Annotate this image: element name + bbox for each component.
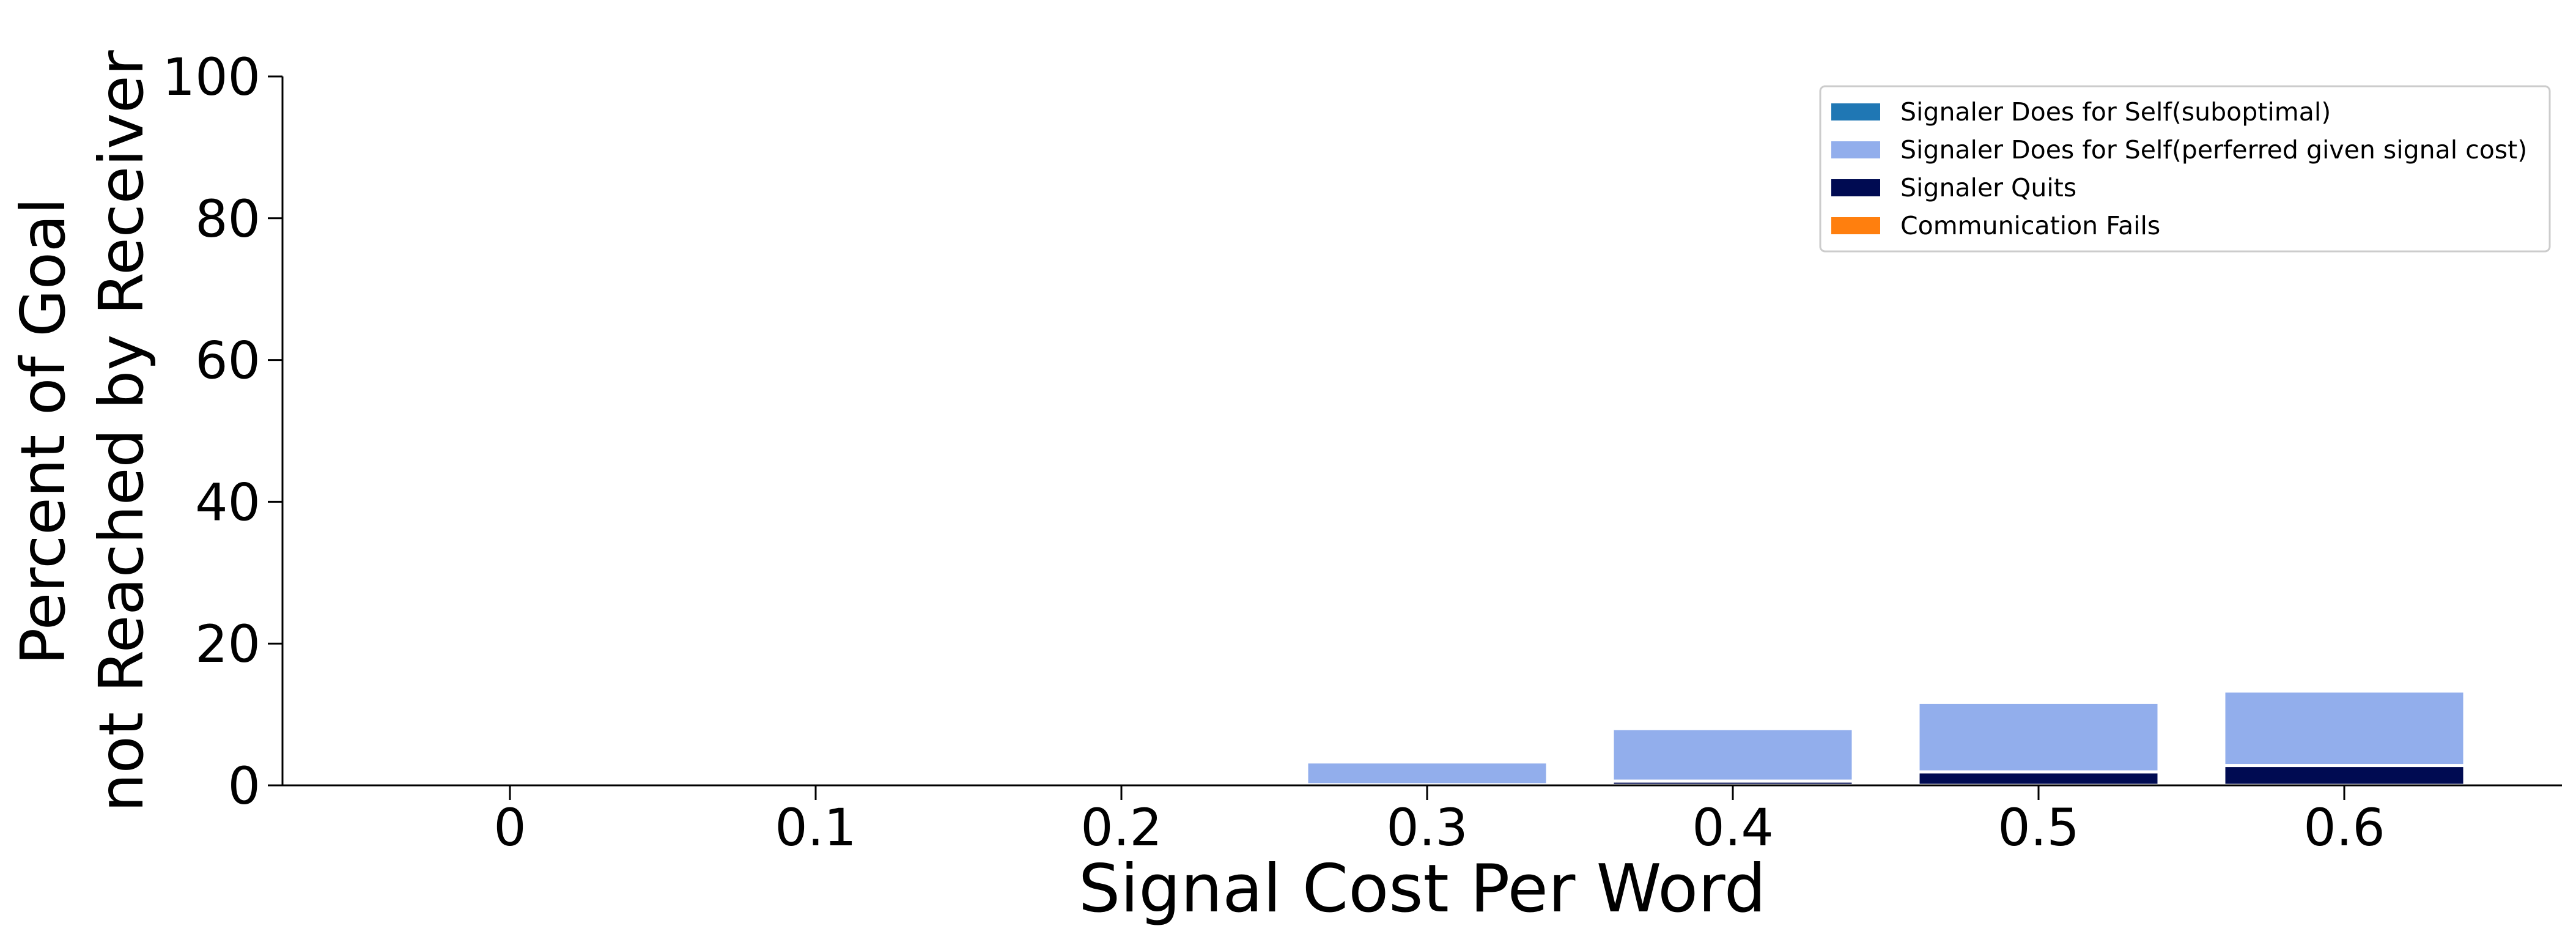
bar-signaler-does-for-self-perferred-given-signal-cost: [1611, 727, 1855, 783]
y-tick-label: 100: [163, 47, 260, 107]
legend-items: Signaler Does for Self(suboptimal) Signal…: [1831, 97, 2527, 240]
bar-signaler-does-for-self-perferred-given-signal-cost: [2222, 689, 2467, 768]
x-tick-label: 0.4: [1692, 798, 1774, 858]
y-tick-label: 0: [228, 756, 260, 816]
legend-label: Communication Fails: [1900, 211, 2160, 240]
x-tick-label: 0.2: [1080, 798, 1162, 858]
bar-signaler-does-for-self-perferred-given-signal-cost: [1916, 700, 2161, 774]
bar-signaler-does-for-self-perferred-given-signal-cost: [1305, 760, 1549, 787]
x-tick-label: 0.6: [2303, 798, 2385, 858]
y-tick-label: 80: [195, 189, 260, 249]
legend-label: Signaler Does for Self(perferred given s…: [1900, 135, 2527, 165]
x-ticks: 0 0.1 0.2 0.3 0.4 0.5 0.6: [493, 785, 2385, 858]
bar-signaler-quits: [1916, 770, 2161, 787]
x-tick-label: 0: [493, 798, 526, 858]
y-axis-label-line1: Percent of Goal: [7, 198, 79, 665]
legend-swatch: [1831, 141, 1880, 158]
legend-frame: [1819, 85, 2551, 253]
legend-swatch: [1831, 179, 1880, 196]
legend: Signaler Does for Self(suboptimal) Signal…: [1819, 85, 2551, 253]
x-axis-label: Signal Cost Per Word: [1079, 851, 1766, 927]
bar-signaler-quits: [2222, 764, 2467, 787]
y-ticks: 0 20 40 60 80 100: [163, 47, 282, 816]
legend-label: Signaler Quits: [1900, 173, 2076, 202]
y-tick-label: 40: [195, 472, 260, 532]
x-tick-label: 0.1: [775, 798, 857, 858]
legend-swatch: [1831, 103, 1880, 120]
x-tick-label: 0.5: [1998, 798, 2080, 858]
y-tick-label: 60: [195, 331, 260, 391]
y-axis-label-line2: not Reached by Receiver: [86, 50, 157, 812]
x-tick-label: 0.3: [1386, 798, 1468, 858]
bar-layer: [1305, 689, 2467, 787]
legend-swatch: [1831, 217, 1880, 234]
legend-label: Signaler Does for Self(suboptimal): [1900, 97, 2331, 127]
y-tick-label: 20: [195, 614, 260, 674]
